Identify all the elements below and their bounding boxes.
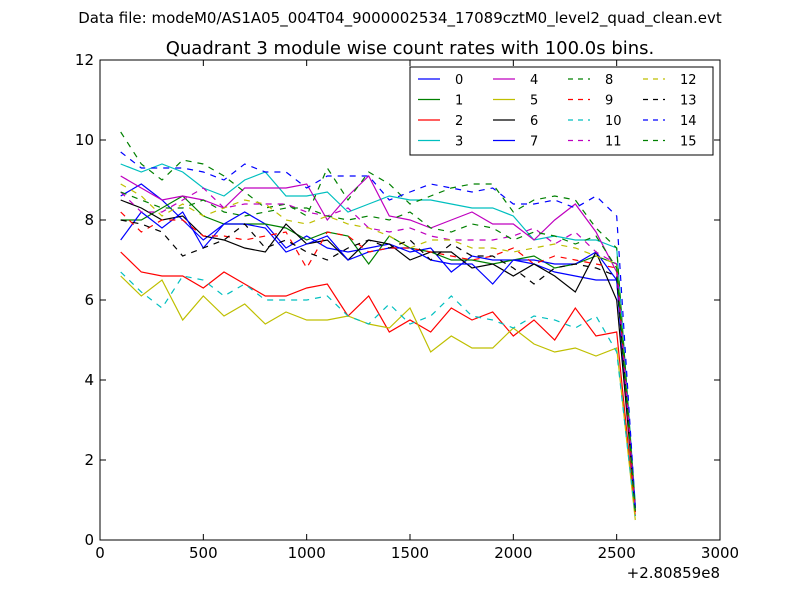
series-line-9 <box>120 211 636 513</box>
legend-label-0: 0 <box>455 73 463 88</box>
legend-label-9: 9 <box>605 94 613 109</box>
series-line-3 <box>120 163 636 505</box>
x-tick-label: 500 <box>189 544 218 562</box>
x-offset-label: +2.80859e8 <box>627 564 720 582</box>
y-tick-label: 6 <box>84 291 94 309</box>
series-line-12 <box>120 183 636 513</box>
x-tick-label: 2000 <box>494 544 532 562</box>
legend-label-5: 5 <box>530 94 538 109</box>
legend-label-1: 1 <box>455 94 463 109</box>
legend-label-10: 10 <box>605 114 622 129</box>
series-line-14 <box>120 151 636 509</box>
legend-label-14: 14 <box>680 114 697 129</box>
legend-label-15: 15 <box>680 135 697 150</box>
x-tick-label: 3000 <box>701 544 739 562</box>
series-line-0 <box>120 183 636 509</box>
series-line-8 <box>120 131 636 509</box>
x-tick-label: 2500 <box>598 544 636 562</box>
legend-label-11: 11 <box>605 135 622 150</box>
y-tick-label: 0 <box>84 531 94 549</box>
series-line-2 <box>120 251 636 517</box>
y-tick-label: 4 <box>84 371 94 389</box>
x-tick-label: 0 <box>95 544 105 562</box>
series-line-5 <box>120 275 636 521</box>
legend-label-6: 6 <box>530 114 538 129</box>
legend-box <box>409 66 714 156</box>
legend-label-13: 13 <box>680 94 697 109</box>
y-tick-label: 12 <box>75 51 94 69</box>
y-tick-label: 8 <box>84 211 94 229</box>
series-line-15 <box>120 191 636 513</box>
series-line-10 <box>120 271 636 517</box>
x-tick-label: 1000 <box>288 544 326 562</box>
y-tick-label: 10 <box>75 131 94 149</box>
x-tick-label: 1500 <box>391 544 429 562</box>
y-tick-label: 2 <box>84 451 94 469</box>
legend-label-12: 12 <box>680 73 697 88</box>
legend-label-4: 4 <box>530 73 538 88</box>
series-line-11 <box>120 187 636 509</box>
legend-label-7: 7 <box>530 135 538 150</box>
series-line-7 <box>120 211 636 509</box>
series-line-4 <box>120 175 636 509</box>
legend-label-2: 2 <box>455 114 463 129</box>
figure-suptitle: Data file: modeM0/AS1A05_004T04_90000025… <box>78 9 722 28</box>
plot-area <box>120 131 636 521</box>
legend-label-8: 8 <box>605 73 613 88</box>
legend-label-3: 3 <box>455 135 463 150</box>
series-line-6 <box>120 199 636 509</box>
series-line-13 <box>120 219 636 513</box>
chart-title: Quadrant 3 module wise count rates with … <box>166 38 655 59</box>
